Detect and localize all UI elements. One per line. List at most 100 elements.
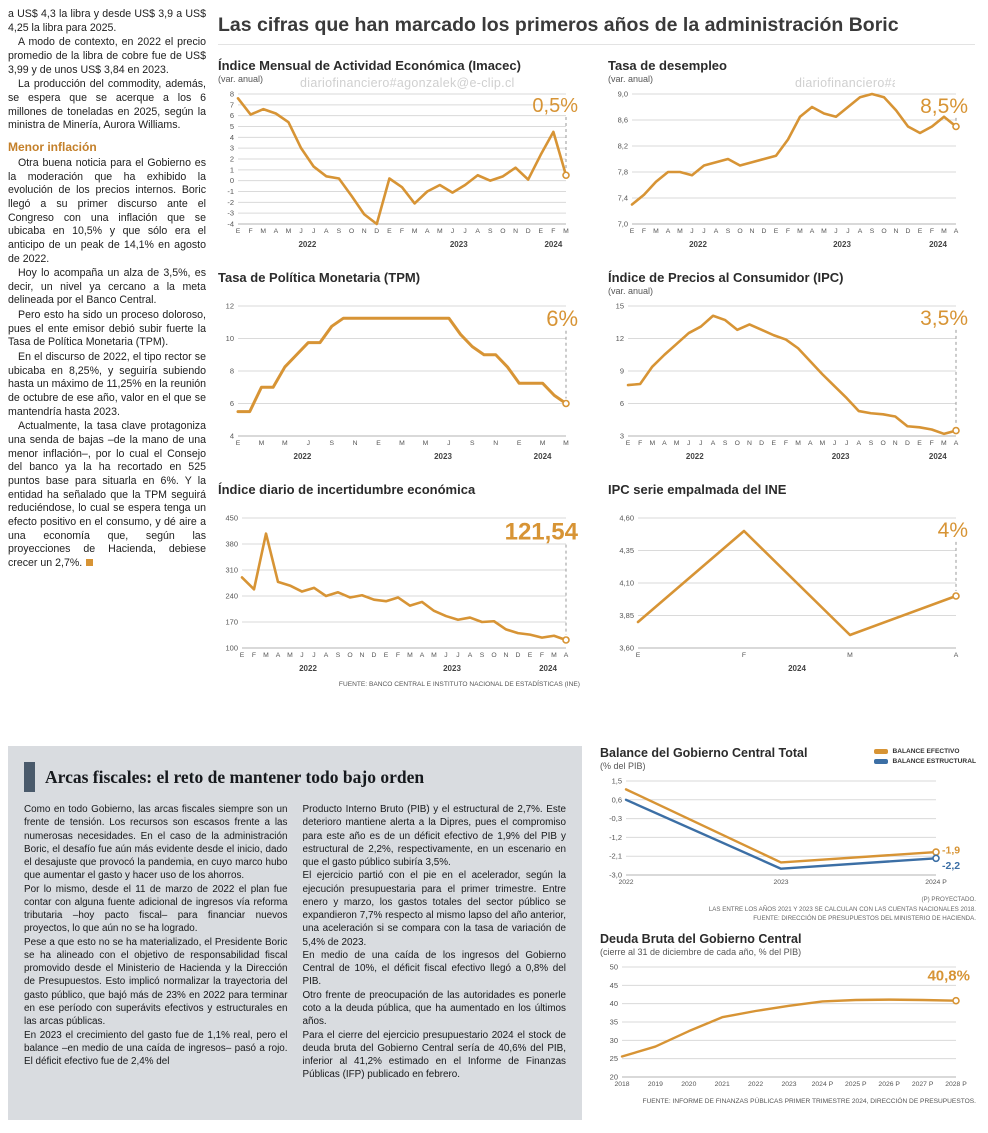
svg-text:J: J [690, 228, 693, 235]
fiscal-paragraph: Otro frente de preocupación de las autor… [302, 989, 567, 1028]
svg-text:10: 10 [226, 334, 234, 343]
watermark: diariofinanciero#agonzalek@e-clip.cl [795, 76, 895, 90]
svg-text:50: 50 [610, 962, 618, 971]
svg-text:2024: 2024 [929, 240, 947, 249]
svg-text:M: M [795, 440, 801, 447]
svg-text:A: A [808, 440, 813, 447]
svg-text:2023: 2023 [781, 1081, 796, 1088]
svg-text:M: M [286, 228, 292, 235]
svg-text:E: E [384, 652, 389, 659]
svg-text:-2,2: -2,2 [942, 860, 960, 872]
svg-text:2023: 2023 [833, 240, 851, 249]
svg-text:E: E [240, 652, 245, 659]
svg-text:1: 1 [230, 165, 234, 174]
svg-text:A: A [954, 652, 959, 659]
svg-text:E: E [236, 440, 241, 447]
charts-grid: Índice Mensual de Actividad Económica (I… [218, 58, 976, 688]
svg-text:3: 3 [230, 144, 234, 153]
fiscal-paragraph: Como en todo Gobierno, las arcas fiscale… [24, 804, 288, 882]
svg-text:D: D [905, 440, 910, 447]
svg-text:O: O [880, 440, 885, 447]
svg-text:J: J [456, 652, 459, 659]
svg-text:O: O [347, 652, 352, 659]
svg-text:A: A [711, 440, 716, 447]
ipc-spliced-line-chart: 4,60 4,35 4,10 3,85 3,60 E F M A 2024 4% [608, 510, 970, 679]
svg-text:N: N [362, 228, 367, 235]
svg-text:-1,9: -1,9 [942, 845, 960, 857]
article-paragraph: A modo de contexto, en 2022 el precio pr… [8, 36, 206, 76]
svg-text:2022: 2022 [748, 1081, 763, 1088]
fiscal-paragraph: El ejercicio partió con el pie en el ace… [302, 870, 567, 948]
svg-text:8,5%: 8,5% [920, 95, 968, 118]
fiscal-paragraph: Producto Interno Bruto (PIB) y el estruc… [302, 804, 567, 869]
svg-text:J: J [300, 652, 303, 659]
svg-text:2022: 2022 [298, 240, 316, 249]
svg-text:D: D [372, 652, 377, 659]
chart-title: Índice Mensual de Actividad Económica (I… [218, 58, 521, 73]
svg-text:N: N [750, 228, 755, 235]
svg-text:A: A [714, 228, 719, 235]
svg-text:A: A [324, 228, 329, 235]
svg-text:-1,2: -1,2 [609, 833, 622, 842]
svg-text:2023: 2023 [832, 452, 850, 461]
svg-text:-2: -2 [227, 198, 234, 207]
svg-text:310: 310 [225, 566, 238, 575]
article-paragraph: Hoy lo acompaña un alza de 3,5%, es deci… [8, 267, 206, 307]
svg-text:D: D [516, 652, 521, 659]
svg-text:E: E [517, 440, 522, 447]
svg-text:O: O [349, 228, 354, 235]
imacec-line-chart: 8 7 6 5 4 3 2 1 0 -1 -2 -3 -4 E F M A M J J A S O N D E F M A M J J A S O N… [218, 86, 580, 255]
svg-text:F: F [540, 652, 544, 659]
svg-text:40: 40 [610, 999, 618, 1008]
svg-text:E: E [917, 440, 922, 447]
svg-text:7: 7 [230, 100, 234, 109]
svg-text:170: 170 [225, 618, 238, 627]
svg-text:40,8%: 40,8% [927, 967, 970, 984]
svg-text:M: M [263, 652, 269, 659]
svg-text:M: M [407, 652, 413, 659]
svg-text:D: D [374, 228, 379, 235]
legend-label: BALANCE ESTRUCTURAL [892, 758, 976, 765]
svg-text:7,4: 7,4 [618, 194, 628, 203]
svg-text:E: E [528, 652, 533, 659]
svg-text:N: N [360, 652, 365, 659]
svg-text:E: E [538, 228, 543, 235]
svg-text:M: M [674, 440, 680, 447]
svg-text:M: M [259, 440, 265, 447]
svg-text:J: J [834, 228, 837, 235]
svg-text:2024 P: 2024 P [812, 1081, 834, 1088]
svg-text:J: J [702, 228, 705, 235]
svg-text:D: D [526, 228, 531, 235]
chart-subtitle [218, 498, 580, 510]
svg-text:M: M [563, 440, 569, 447]
svg-text:O: O [881, 228, 886, 235]
svg-text:J: J [699, 440, 702, 447]
svg-text:380: 380 [225, 540, 238, 549]
svg-text:2022: 2022 [618, 879, 633, 886]
svg-text:240: 240 [225, 592, 238, 601]
unemployment-line-chart: 9,0 8,6 8,2 7,8 7,4 7,0 E F M A M J J A S O N D E F M A M J J A S O… [608, 86, 970, 255]
chart-subtitle: (cierre al 31 de diciembre de cada año, … [600, 946, 802, 957]
chart-title: Tasa de Política Monetaria (TPM) [218, 270, 421, 285]
svg-text:2021: 2021 [715, 1081, 730, 1088]
svg-text:E: E [236, 228, 241, 235]
legend-swatch-estructural [874, 759, 889, 764]
svg-text:12: 12 [616, 334, 624, 343]
svg-text:S: S [869, 440, 874, 447]
svg-text:M: M [551, 652, 557, 659]
svg-text:A: A [564, 652, 569, 659]
svg-text:4: 4 [230, 133, 234, 142]
svg-text:6: 6 [230, 111, 234, 120]
svg-text:2028 P: 2028 P [945, 1081, 967, 1088]
svg-text:25: 25 [610, 1054, 618, 1063]
svg-text:3: 3 [620, 432, 624, 441]
svg-text:D: D [762, 228, 767, 235]
svg-text:J: J [312, 228, 315, 235]
svg-text:-2,1: -2,1 [609, 852, 622, 861]
svg-text:M: M [847, 652, 853, 659]
svg-text:2024: 2024 [534, 452, 552, 461]
svg-text:4,60: 4,60 [619, 514, 634, 523]
svg-text:O: O [491, 652, 496, 659]
svg-text:M: M [399, 440, 405, 447]
svg-text:S: S [480, 652, 485, 659]
